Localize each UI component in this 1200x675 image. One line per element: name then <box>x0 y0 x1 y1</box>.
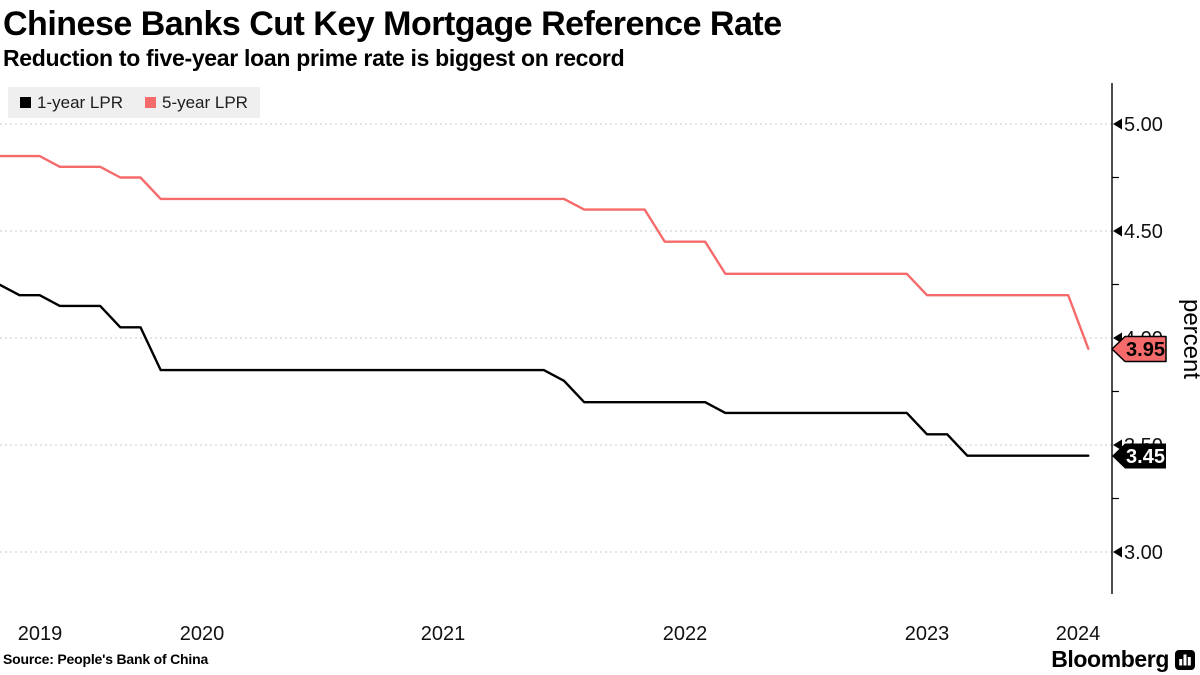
tick-arrow-3.00 <box>1113 546 1122 558</box>
ytick-label-4.50: 4.50 <box>1124 221 1163 243</box>
legend-item-5-year-lpr: 5-year LPR <box>144 92 248 113</box>
x-axis-tick-labels: 2019 2020 2021 2022 2023 2024 <box>18 623 1101 645</box>
end-badge-5y-shape <box>1111 335 1167 363</box>
xtick-label-2020: 2020 <box>180 623 225 645</box>
ytick-label-3.00: 3.00 <box>1124 542 1163 564</box>
tick-arrow-5.00 <box>1113 118 1122 130</box>
ytick-label-5.00: 5.00 <box>1124 114 1163 136</box>
line-5-year-lpr <box>0 154 1090 350</box>
xtick-label-2022: 2022 <box>663 623 708 645</box>
xtick-label-2024: 2024 <box>1056 623 1101 645</box>
legend-item-1-year-lpr: 1-year LPR <box>20 93 123 113</box>
y-axis-minor-ticks <box>1112 176 1119 500</box>
bloomberg-logo-icon <box>1175 649 1195 670</box>
source-credit: Source: People's Bank of China <box>3 651 209 667</box>
end-label-badge-5y: 3.95 <box>1111 335 1167 363</box>
xtick-label-2021: 2021 <box>421 623 466 645</box>
end-badge-1y-value: 3.45 <box>1126 446 1165 468</box>
tick-arrow-3.50 <box>1113 439 1122 451</box>
end-badge-5y-value: 3.95 <box>1126 339 1165 361</box>
xtick-label-2023: 2023 <box>905 623 950 645</box>
chart-subtitle: Reduction to five-year loan prime rate i… <box>3 45 625 71</box>
bloomberg-brand: Bloomberg <box>1051 646 1195 673</box>
end-badge-1y-shape <box>1112 443 1166 469</box>
legend-swatch-5-year-icon <box>144 97 156 108</box>
legend-label-1-year: 1-year LPR <box>37 92 123 112</box>
y-axis-major-ticks <box>1113 118 1122 558</box>
end-label-badge-1y: 3.45 <box>1112 443 1166 469</box>
legend: 1-year LPR 5-year LPR <box>8 87 260 118</box>
legend-swatch-1-year-icon <box>20 97 31 108</box>
y-axis-unit-label: percent <box>1178 299 1200 379</box>
bloomberg-wordmark: Bloomberg <box>1051 646 1169 672</box>
legend-label-5-year: 5-year LPR <box>161 92 248 112</box>
tick-arrow-4.50 <box>1113 225 1122 237</box>
chart-title: Chinese Banks Cut Key Mortgage Reference… <box>3 5 782 43</box>
xtick-label-2019: 2019 <box>18 623 63 645</box>
gridlines <box>0 123 1112 553</box>
line-1-year-lpr <box>0 283 1090 457</box>
